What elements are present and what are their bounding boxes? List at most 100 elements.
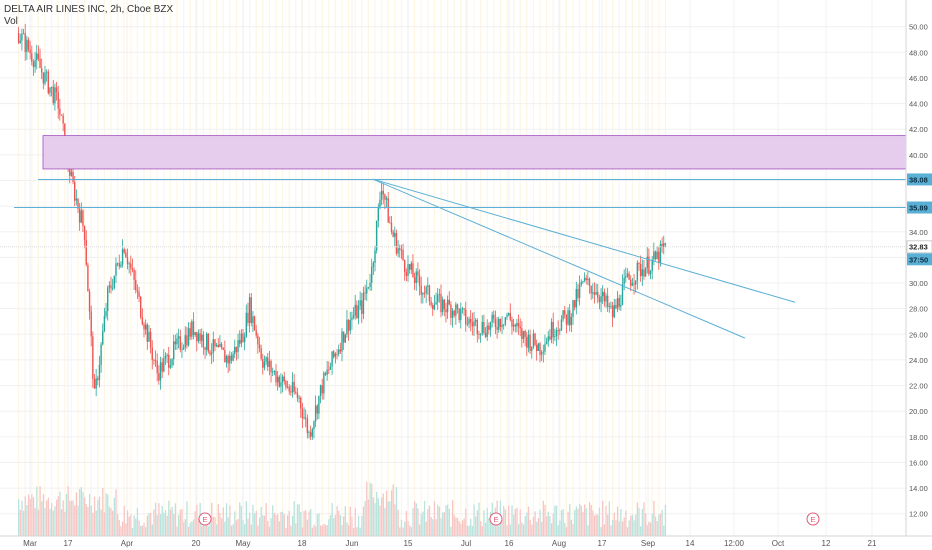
- session-band: [585, 0, 587, 536]
- volume-bar: [286, 515, 289, 536]
- session-band: [605, 0, 607, 536]
- candle-body: [83, 226, 86, 240]
- volume-bar: [125, 523, 127, 536]
- session-band: [84, 0, 86, 536]
- volume-bar: [240, 505, 243, 536]
- candle-body: [550, 321, 553, 340]
- session-band: [176, 0, 178, 536]
- candle-body: [460, 309, 462, 321]
- volume-bar: [118, 520, 120, 536]
- volume-bar: [448, 508, 450, 536]
- session-band: [183, 0, 185, 536]
- volume-bar: [21, 500, 23, 536]
- candle-body: [504, 317, 507, 325]
- candle-body: [163, 358, 165, 372]
- session-band: [123, 0, 125, 536]
- candle-body: [402, 249, 404, 261]
- candle-body: [613, 305, 615, 318]
- candle-body: [570, 316, 573, 326]
- volume-bar: [174, 503, 177, 536]
- candle-body: [659, 243, 662, 264]
- volume-bar: [310, 508, 312, 536]
- candle-body: [474, 320, 477, 322]
- session-band: [156, 0, 158, 536]
- volume-bar: [219, 512, 221, 536]
- volume-bar: [501, 520, 503, 536]
- candle-body: [641, 269, 643, 277]
- candle-body: [37, 53, 40, 59]
- candle-body: [458, 308, 460, 321]
- volume-bar: [44, 508, 46, 536]
- candle-body: [328, 369, 330, 371]
- candle-body: [153, 359, 155, 361]
- session-band: [163, 0, 165, 536]
- candle-body: [395, 233, 398, 254]
- candle-body: [108, 285, 111, 288]
- candle-body: [31, 53, 33, 62]
- volume-bar: [532, 516, 535, 536]
- volume-bar: [519, 509, 521, 536]
- volume-bar: [130, 514, 132, 536]
- volume-bar: [390, 490, 393, 536]
- session-band: [572, 0, 574, 536]
- volume-bar: [26, 505, 28, 536]
- candle-body: [560, 319, 563, 331]
- volume-bar: [585, 508, 587, 536]
- volume-bar: [397, 509, 399, 536]
- volume-bar: [493, 516, 495, 536]
- candle-body: [85, 239, 87, 265]
- candle-body: [656, 251, 658, 259]
- volume-bar: [646, 525, 648, 536]
- volume-bar: [349, 506, 351, 536]
- candle-body: [407, 264, 409, 276]
- volume-bar: [247, 518, 249, 536]
- candle-body: [250, 297, 252, 324]
- volume-bar: [643, 502, 645, 536]
- volume-bar: [369, 482, 371, 536]
- volume-bar: [451, 500, 454, 536]
- candle-body: [638, 262, 640, 265]
- candle-body: [418, 275, 421, 286]
- x-tick-label: Apr: [121, 539, 134, 548]
- candle-body: [60, 114, 63, 116]
- volume-bar: [191, 521, 193, 536]
- volume-bar: [244, 524, 246, 536]
- volume-bar: [588, 502, 591, 536]
- volume-bar: [102, 487, 104, 536]
- candle-body: [549, 336, 551, 340]
- volume-bar: [301, 527, 304, 536]
- session-band: [222, 0, 224, 536]
- volume-bar: [410, 527, 412, 536]
- candle-body: [344, 334, 346, 343]
- candle-body: [554, 336, 556, 337]
- volume-bar: [514, 509, 516, 536]
- volume-bar: [648, 521, 650, 536]
- candle-body: [663, 243, 665, 247]
- volume-bar: [153, 509, 155, 536]
- volume-bar: [62, 500, 64, 536]
- candle-body: [189, 328, 191, 337]
- session-band: [440, 0, 442, 536]
- candle-body: [204, 347, 206, 350]
- candle-body: [288, 386, 290, 392]
- candle-body: [399, 248, 401, 250]
- volume-bar: [283, 514, 285, 536]
- volume-bar: [418, 524, 421, 536]
- volume-bar: [661, 509, 663, 536]
- volume-bar: [504, 509, 507, 536]
- candle-body: [448, 299, 450, 305]
- candle-body: [621, 284, 624, 305]
- volume-bar: [308, 511, 310, 536]
- candle-body: [400, 249, 403, 251]
- volume-bar: [546, 516, 548, 536]
- volume-bar: [51, 503, 53, 536]
- candle-body: [27, 39, 30, 50]
- session-band: [546, 0, 548, 536]
- volume-bar: [328, 519, 330, 536]
- session-band: [196, 0, 198, 536]
- candle-body: [564, 310, 566, 315]
- candle-body: [366, 287, 368, 294]
- candle-body: [580, 282, 582, 285]
